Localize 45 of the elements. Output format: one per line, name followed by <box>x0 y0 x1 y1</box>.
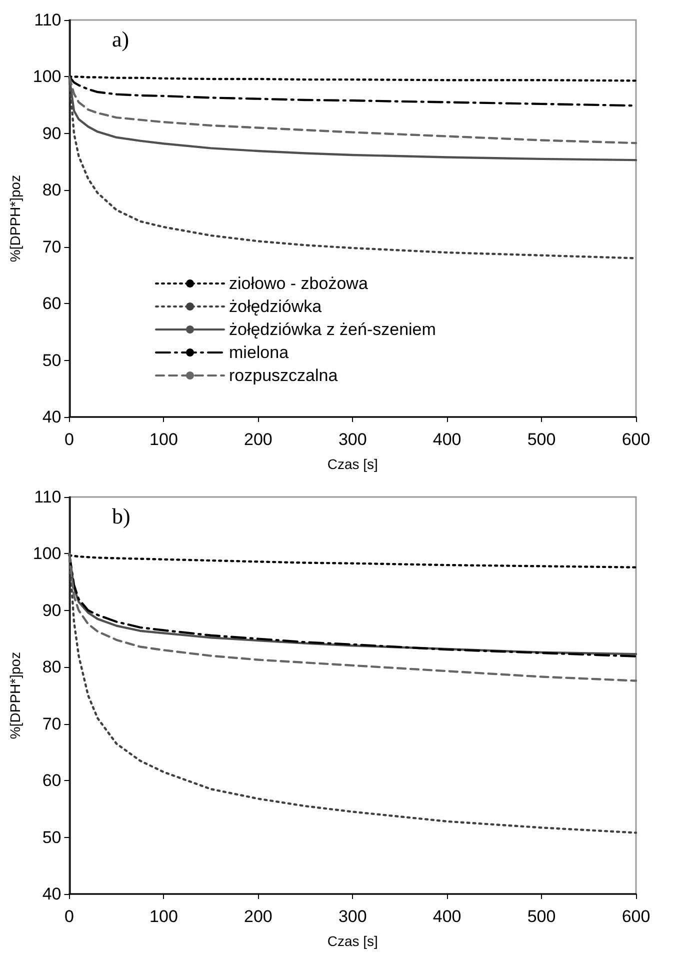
legend-label: mielona <box>229 343 290 362</box>
annotation: a) <box>112 26 130 52</box>
legend-label: ziołowo - zbożowa <box>229 274 368 293</box>
line-series <box>68 552 638 834</box>
line-series <box>68 76 638 162</box>
x-tick-label: 400 <box>432 430 462 449</box>
x-tick-label: 400 <box>432 907 462 926</box>
x-tick-label: 500 <box>527 430 556 449</box>
x-tick-label: 0 <box>64 907 74 926</box>
y-tick-label: 90 <box>42 600 62 620</box>
y-tick-label: 70 <box>42 714 62 734</box>
x-tick-label: 100 <box>150 907 178 926</box>
x-tick-label: 100 <box>150 430 178 449</box>
y-tick-label: 80 <box>42 180 62 200</box>
y-tick-label: 90 <box>42 124 62 143</box>
y-tick-label: 100 <box>32 67 62 86</box>
x-tick-label: 500 <box>527 907 556 926</box>
y-tick-label: 80 <box>42 658 62 677</box>
y-tick-label: 50 <box>42 350 62 370</box>
y-tick-label: 110 <box>34 488 62 506</box>
y-tick-label: 50 <box>42 828 62 847</box>
legend-label: żołędziówka <box>229 297 322 316</box>
y-axis-title: %[DPPH*]poz <box>7 652 23 740</box>
x-tick-label: 300 <box>338 430 367 449</box>
legend-label: rozpuszczalna <box>229 366 338 385</box>
x-axis-title: Czas [s] <box>327 456 378 472</box>
y-tick-label: 70 <box>42 237 62 256</box>
x-tick-label: 300 <box>338 907 367 926</box>
x-tick-label: 200 <box>244 430 272 449</box>
y-tick-label: 40 <box>42 884 62 904</box>
x-tick-label: 200 <box>244 907 272 926</box>
legend-label: żołędziówka z żeń-szeniem <box>229 320 436 339</box>
x-tick-label: 600 <box>622 430 650 449</box>
annotation: b) <box>112 504 130 528</box>
x-tick-label: 0 <box>64 430 74 449</box>
y-tick-label: 40 <box>42 408 62 426</box>
line-series <box>68 76 638 144</box>
x-tick-label: 600 <box>622 907 650 926</box>
y-tick-label: 60 <box>42 294 62 314</box>
y-axis-title: %[DPPH*]poz <box>7 174 23 262</box>
y-tick-label: 60 <box>42 771 62 790</box>
y-tick-label: 100 <box>32 544 62 564</box>
line-series <box>68 552 638 682</box>
y-tick-label: 110 <box>34 10 62 30</box>
x-axis-title: Czas [s] <box>327 933 378 949</box>
